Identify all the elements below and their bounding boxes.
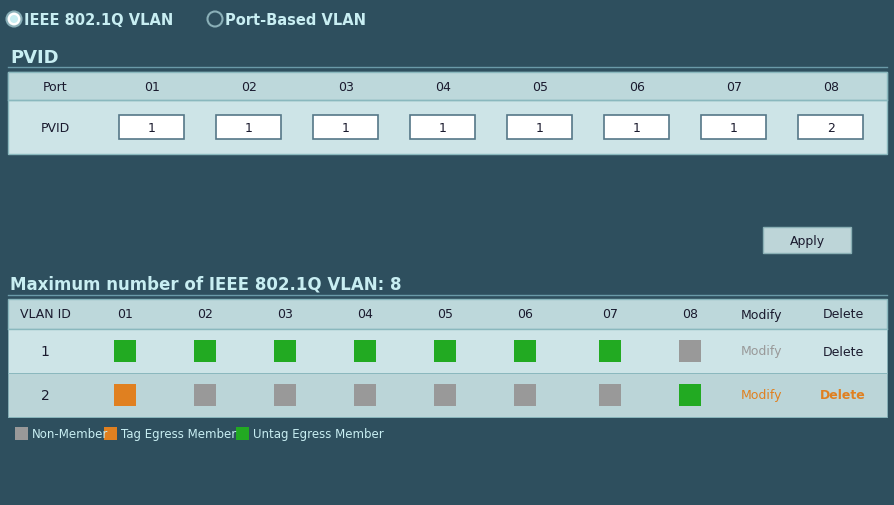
Circle shape [207, 13, 223, 27]
Text: Apply: Apply [789, 234, 823, 247]
Bar [8, 299, 886, 329]
Text: Delete: Delete [822, 308, 863, 321]
Bar [679, 384, 700, 406]
Text: 03: 03 [277, 308, 292, 321]
Text: Untag Egress Member: Untag Egress Member [253, 427, 384, 440]
Bar [313, 116, 378, 140]
Text: 1: 1 [245, 121, 253, 134]
Bar [114, 384, 136, 406]
Text: 2: 2 [826, 121, 834, 134]
Bar [104, 427, 117, 440]
Bar [598, 384, 620, 406]
Text: 03: 03 [338, 80, 353, 93]
Bar [194, 340, 215, 362]
Text: 06: 06 [628, 80, 645, 93]
Bar [8, 73, 886, 155]
Bar [8, 329, 886, 373]
Bar [507, 116, 572, 140]
Text: Port-Based VLAN: Port-Based VLAN [224, 13, 366, 27]
Text: Delete: Delete [819, 389, 864, 401]
Text: 01: 01 [117, 308, 133, 321]
Bar [763, 228, 850, 254]
Text: 06: 06 [517, 308, 532, 321]
Text: 1: 1 [342, 121, 350, 134]
Text: 1: 1 [40, 344, 49, 358]
Text: 1: 1 [439, 121, 446, 134]
Bar [354, 340, 375, 362]
Text: PVID: PVID [10, 49, 59, 67]
Bar [15, 427, 28, 440]
Text: 1: 1 [536, 121, 544, 134]
Bar [434, 340, 455, 362]
Bar [120, 116, 184, 140]
Bar [274, 340, 296, 362]
Circle shape [10, 16, 18, 24]
Bar [8, 373, 886, 417]
Bar [236, 427, 249, 440]
Bar [603, 116, 669, 140]
Bar [194, 384, 215, 406]
Text: Modify: Modify [740, 345, 782, 358]
Text: PVID: PVID [40, 121, 70, 134]
Circle shape [6, 13, 21, 27]
Bar [410, 116, 475, 140]
Bar [513, 340, 536, 362]
Text: 05: 05 [436, 308, 452, 321]
Text: 08: 08 [822, 80, 838, 93]
Text: IEEE 802.1Q VLAN: IEEE 802.1Q VLAN [24, 13, 173, 27]
Bar [797, 116, 863, 140]
Text: 05: 05 [531, 80, 547, 93]
Text: 1: 1 [730, 121, 738, 134]
Text: 08: 08 [681, 308, 697, 321]
Text: Tag Egress Member: Tag Egress Member [121, 427, 236, 440]
Bar [274, 384, 296, 406]
Bar [434, 384, 455, 406]
Text: Port: Port [43, 80, 67, 93]
Text: Maximum number of IEEE 802.1Q VLAN: 8: Maximum number of IEEE 802.1Q VLAN: 8 [10, 275, 401, 293]
Text: 2: 2 [40, 388, 49, 402]
Text: Modify: Modify [740, 389, 782, 401]
Text: 04: 04 [434, 80, 451, 93]
Text: 07: 07 [725, 80, 741, 93]
Text: VLAN ID: VLAN ID [20, 308, 71, 321]
Text: 04: 04 [357, 308, 373, 321]
Text: 07: 07 [602, 308, 618, 321]
Bar [679, 340, 700, 362]
Text: Modify: Modify [740, 308, 782, 321]
Bar [701, 116, 765, 140]
Bar [216, 116, 282, 140]
Bar [354, 384, 375, 406]
Bar [114, 340, 136, 362]
Text: 1: 1 [148, 121, 156, 134]
Text: 02: 02 [197, 308, 213, 321]
Text: 02: 02 [240, 80, 257, 93]
Bar [598, 340, 620, 362]
Text: 01: 01 [144, 80, 160, 93]
Text: 1: 1 [632, 121, 640, 134]
Text: Non-Member: Non-Member [32, 427, 108, 440]
Bar [513, 384, 536, 406]
Text: Delete: Delete [822, 345, 863, 358]
Bar [8, 73, 886, 101]
